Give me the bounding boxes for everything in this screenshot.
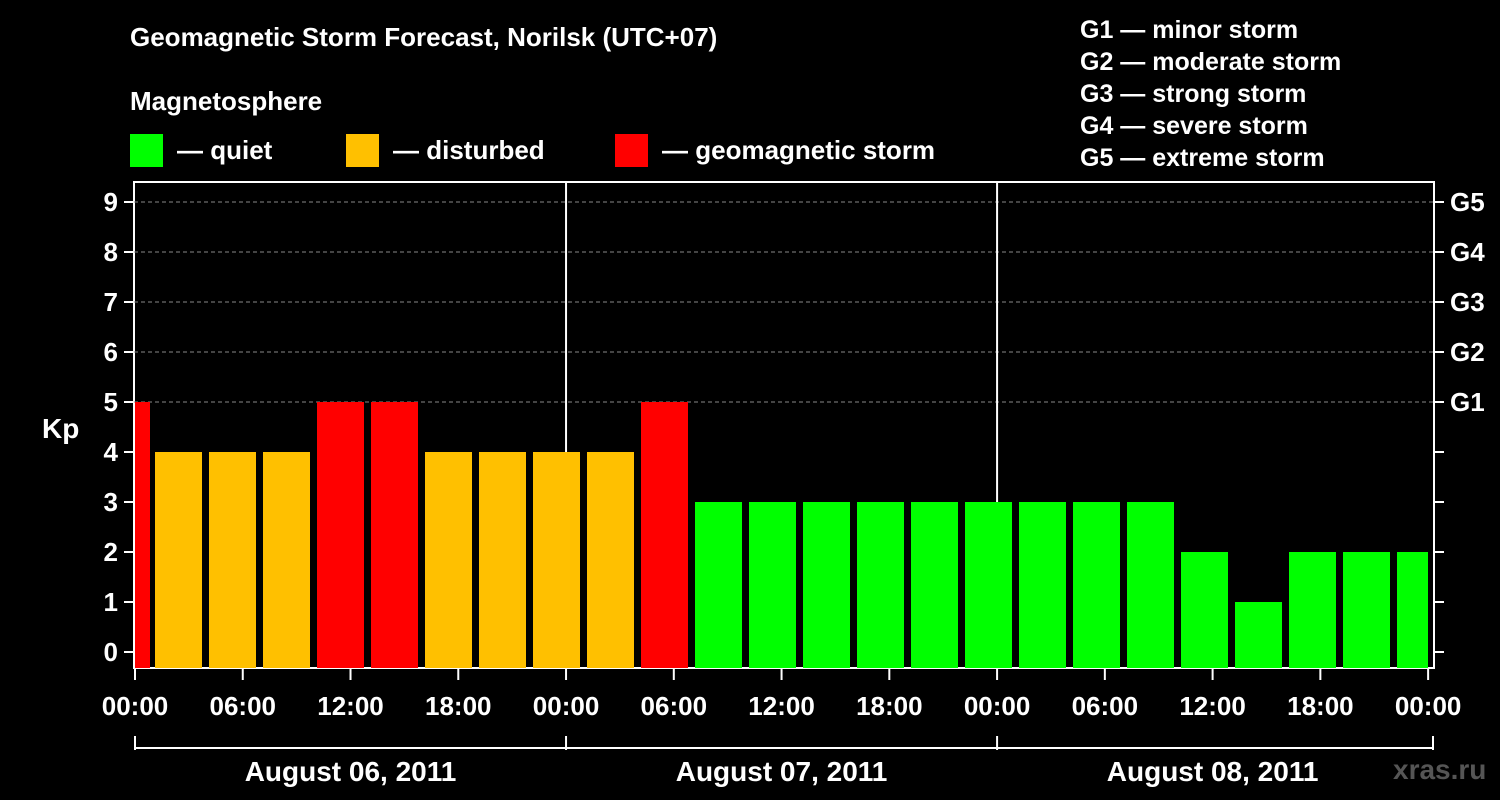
kp-bar-11 [695,502,742,668]
kp-bar-12 [749,502,796,668]
legend-label-quiet: — quiet [177,134,273,165]
x-tick-label-1: 06:00 [210,691,277,721]
kp-bar-0 [135,402,150,668]
legend-swatch-quiet [130,133,163,167]
x-tick-label-10: 12:00 [1179,691,1246,721]
storm-scale-g5: G5 — extreme storm [1080,144,1325,172]
y-tick-label-3: 3 [104,487,118,517]
kp-bar-23 [1343,552,1390,668]
legend-swatch-storm [615,133,648,167]
watermark: xras.ru [1393,754,1487,785]
x-tick-label-3: 18:00 [425,691,492,721]
y-tick-label-1: 1 [104,587,118,617]
date-label-0: August 06, 2011 [245,756,457,787]
storm-scale-g4: G4 — severe storm [1080,112,1308,140]
legend-label-storm: — geomagnetic storm [662,134,936,165]
kp-bar-16 [965,502,1012,668]
x-tick-label-5: 06:00 [641,691,708,721]
kp-bar-4 [317,402,364,668]
y-tick-label-2: 2 [104,537,118,567]
kp-bar-24 [1397,552,1428,668]
x-tick-label-8: 00:00 [964,691,1031,721]
storm-scale-g3: G3 — strong storm [1080,80,1307,108]
x-tick-label-11: 18:00 [1287,691,1354,721]
kp-bar-22 [1289,552,1336,668]
legend-storm: — geomagnetic storm [615,133,935,167]
x-tick-label-4: 00:00 [533,691,600,721]
y-tick-label-0: 0 [104,637,118,667]
storm-scale-g1: G1 — minor storm [1080,16,1299,44]
x-tick-label-7: 18:00 [856,691,923,721]
right-label-g3: G3 [1450,287,1485,317]
y-tick-label-7: 7 [104,287,118,317]
kp-bar-20 [1181,552,1228,668]
x-tick-label-12: 00:00 [1395,691,1462,721]
storm-scale-list: G1 — minor storm G2 — moderate storm G3 … [1080,14,1341,174]
x-tick-label-0: 00:00 [102,691,169,721]
kp-bar-6 [425,452,472,668]
right-label-g1: G1 [1450,387,1485,417]
y-tick-label-6: 6 [104,337,118,367]
legend-label-disturbed: — disturbed [393,134,545,165]
kp-bar-10 [641,402,688,668]
y-tick-label-5: 5 [104,387,118,417]
y-tick-label-8: 8 [104,237,118,267]
section-label: Magnetosphere [130,86,323,116]
right-label-g2: G2 [1450,337,1485,367]
date-label-1: August 07, 2011 [676,756,888,787]
kp-bar-7 [479,452,526,668]
kp-bar-2 [209,452,256,668]
kp-bar-13 [803,502,850,668]
kp-bar-14 [857,502,904,668]
kp-bar-1 [155,452,202,668]
kp-bar-15 [911,502,958,668]
right-label-g4: G4 [1450,237,1485,267]
kp-bar-9 [587,452,634,668]
y-tick-label-4: 4 [104,437,119,467]
x-tick-label-2: 12:00 [317,691,384,721]
date-label-2: August 08, 2011 [1107,756,1319,787]
chart-title: Geomagnetic Storm Forecast, Norilsk (UTC… [130,22,718,52]
kp-bar-3 [263,452,310,668]
storm-scale-g2: G2 — moderate storm [1080,48,1342,76]
kp-bar-21 [1235,602,1282,668]
kp-bar-5 [371,402,418,668]
legend-disturbed: — disturbed [346,133,545,167]
legend-quiet: — quiet [130,133,272,167]
right-label-g5: G5 [1450,187,1485,217]
kp-bar-17 [1019,502,1066,668]
kp-bar-8 [533,452,580,668]
kp-bar-18 [1073,502,1120,668]
x-tick-label-9: 06:00 [1072,691,1139,721]
y-tick-label-9: 9 [104,187,118,217]
y-axis-label: Kp [42,413,79,444]
x-tick-label-6: 12:00 [748,691,815,721]
legend-swatch-disturbed [346,133,379,167]
kp-bar-19 [1127,502,1174,668]
